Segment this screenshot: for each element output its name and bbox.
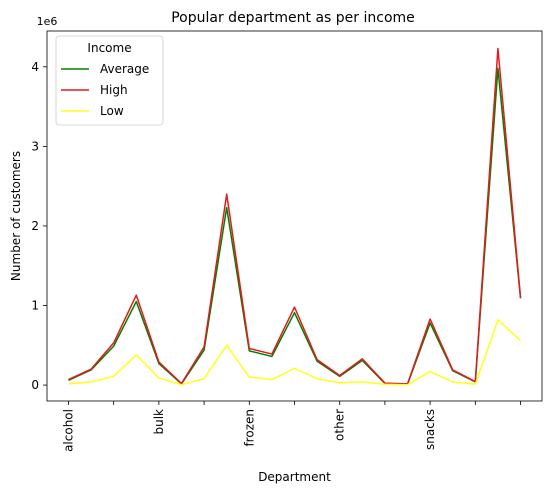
y-tick-label: 4 xyxy=(31,60,39,74)
legend: Income Average High Low xyxy=(55,35,164,126)
y-tick-label: 3 xyxy=(31,139,39,153)
x-tick-label: bulk xyxy=(152,409,166,435)
legend-label-low: Low xyxy=(100,104,124,118)
series-line-high xyxy=(68,47,522,385)
y-tick-label: 1 xyxy=(31,299,39,313)
chart-title: Popular department as per income xyxy=(171,10,415,26)
y-axis-label: Number of customers xyxy=(9,151,23,281)
y-offset-label: 1e6 xyxy=(37,15,58,28)
x-axis-label: Department xyxy=(258,470,331,484)
plot-area: alcohol bulk frozen other snacks 0 1 2 3 4 xyxy=(31,30,543,452)
y-tick-label: 0 xyxy=(31,378,39,392)
plot-frame xyxy=(46,30,543,402)
x-tick-label: frozen xyxy=(242,409,256,447)
legend-label-average: Average xyxy=(100,62,149,76)
x-tick-label: snacks xyxy=(423,409,437,450)
legend-label-high: High xyxy=(100,83,128,97)
x-tick-label: other xyxy=(333,409,347,441)
x-tick-label: alcohol xyxy=(61,409,75,452)
legend-box xyxy=(55,35,164,126)
series-line-average xyxy=(68,67,522,386)
y-tick-label: 2 xyxy=(31,219,39,233)
legend-title: Income xyxy=(87,41,131,55)
series-line-low xyxy=(68,319,522,386)
